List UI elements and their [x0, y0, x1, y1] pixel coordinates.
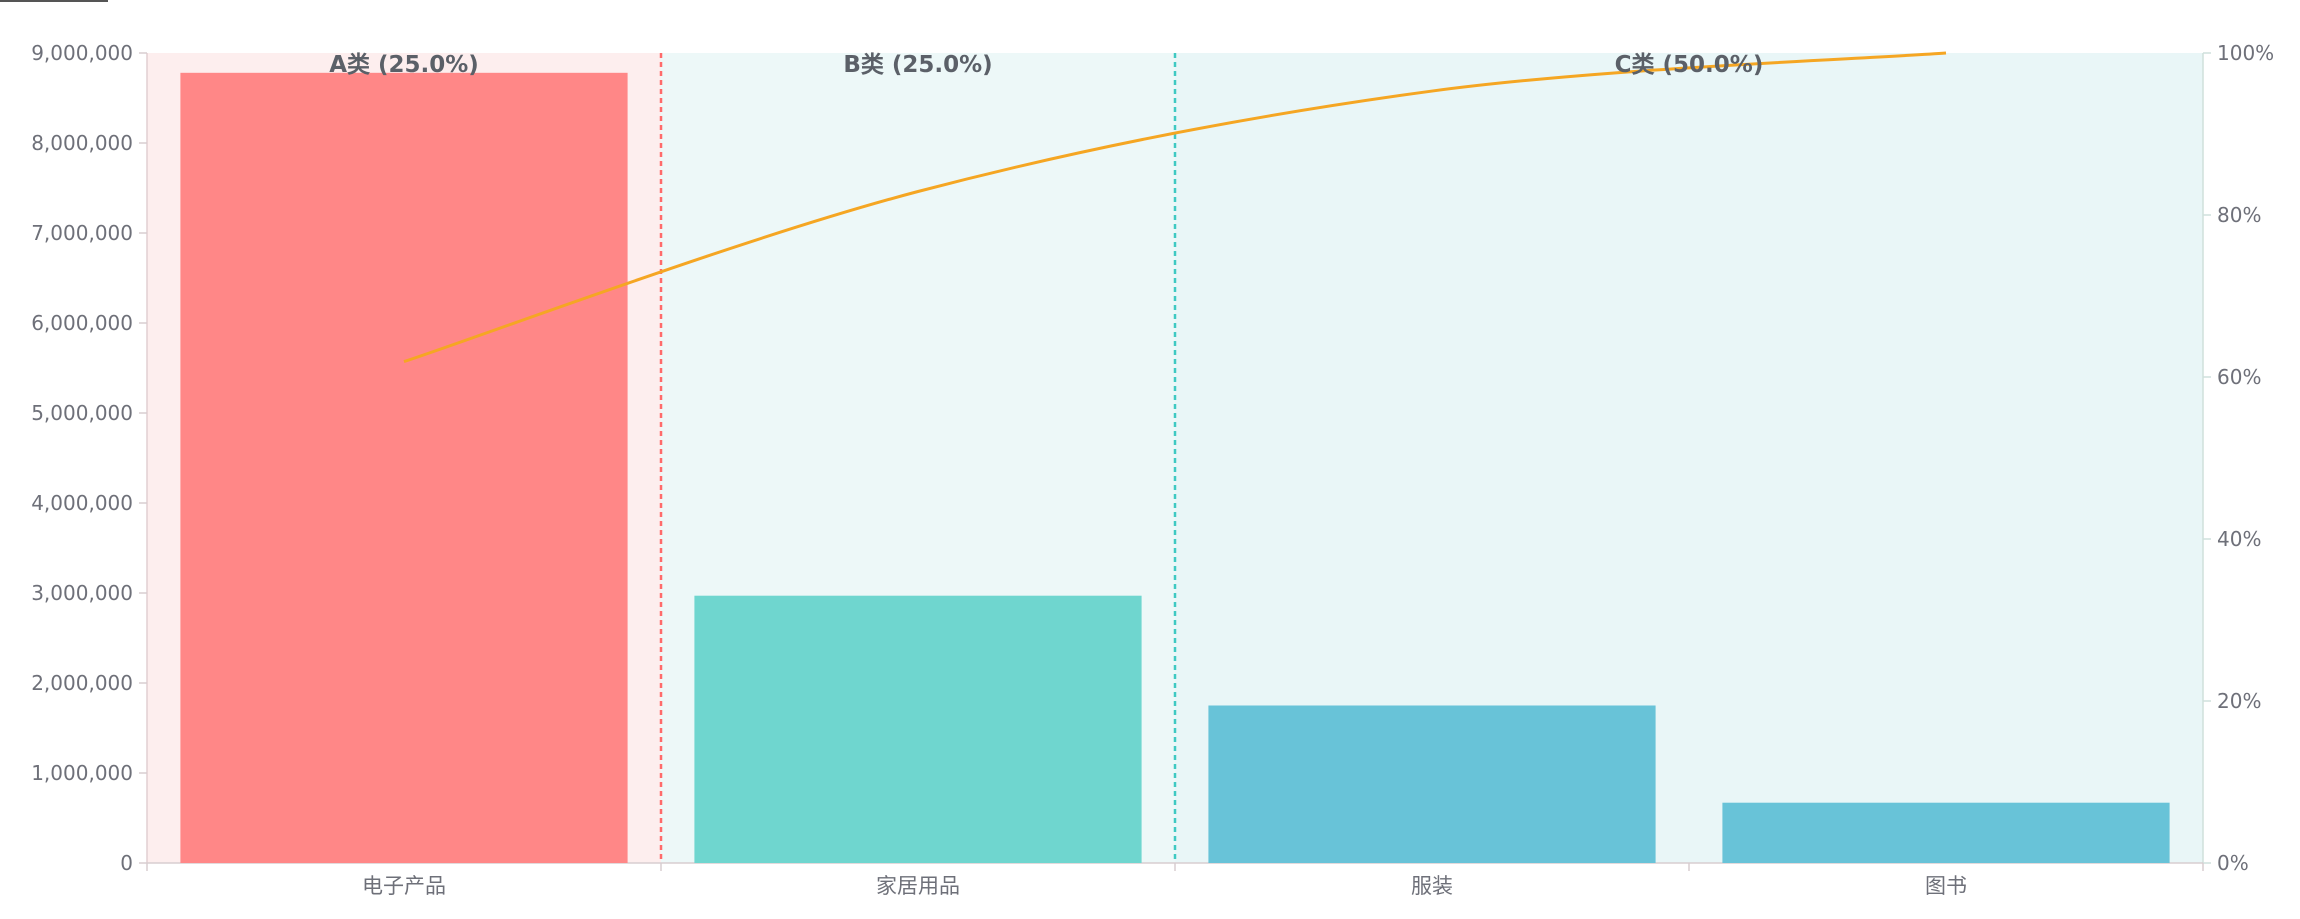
left-tick-label: 5,000,000 [31, 401, 133, 425]
bar-3 [1722, 802, 2170, 863]
category-label: 服装 [1411, 874, 1453, 898]
axes-layer: 0 1,000,000 2,000,000 3,000,000 4,000,000 5,0… [31, 41, 2274, 875]
bars-layer [180, 72, 2170, 864]
left-tick-label: 0 [120, 851, 133, 875]
left-tick-label: 6,000,000 [31, 311, 133, 335]
boundary-layer [659, 53, 1177, 863]
right-tick-label: 20% [2217, 689, 2261, 713]
bar-1 [694, 595, 1142, 863]
bar-2 [1208, 705, 1656, 863]
right-tick-label: 40% [2217, 527, 2261, 551]
category-label: 电子产品 [362, 874, 446, 898]
line-layer [403, 51, 1947, 364]
left-tick-label: 4,000,000 [31, 491, 133, 515]
zone-label-0: A类 (25.0%) [329, 52, 479, 78]
left-tick-label: 9,000,000 [31, 41, 133, 65]
left-tick-label: 3,000,000 [31, 581, 133, 605]
right-tick-label: 80% [2217, 203, 2261, 227]
top-rule [0, 0, 108, 2]
labels-layer: 电子产品 家居用品 服装 图书 A类 (25.0%) B类 (25.0%) C类 (50.0… [329, 52, 1967, 898]
zone-label-1: B类 (25.0%) [843, 52, 992, 78]
category-label: 家居用品 [876, 874, 960, 898]
right-tick-label: 0% [2217, 851, 2249, 875]
right-tick-label: 60% [2217, 365, 2261, 389]
bar-0 [180, 72, 628, 864]
left-tick-label: 8,000,000 [31, 131, 133, 155]
left-tick-label: 1,000,000 [31, 761, 133, 785]
left-tick-label: 7,000,000 [31, 221, 133, 245]
cumulative-line [403, 51, 1947, 364]
zone-label-2: C类 (50.0%) [1615, 52, 1764, 78]
right-tick-label: 100% [2217, 41, 2274, 65]
left-tick-label: 2,000,000 [31, 671, 133, 695]
category-label: 图书 [1925, 874, 1967, 898]
